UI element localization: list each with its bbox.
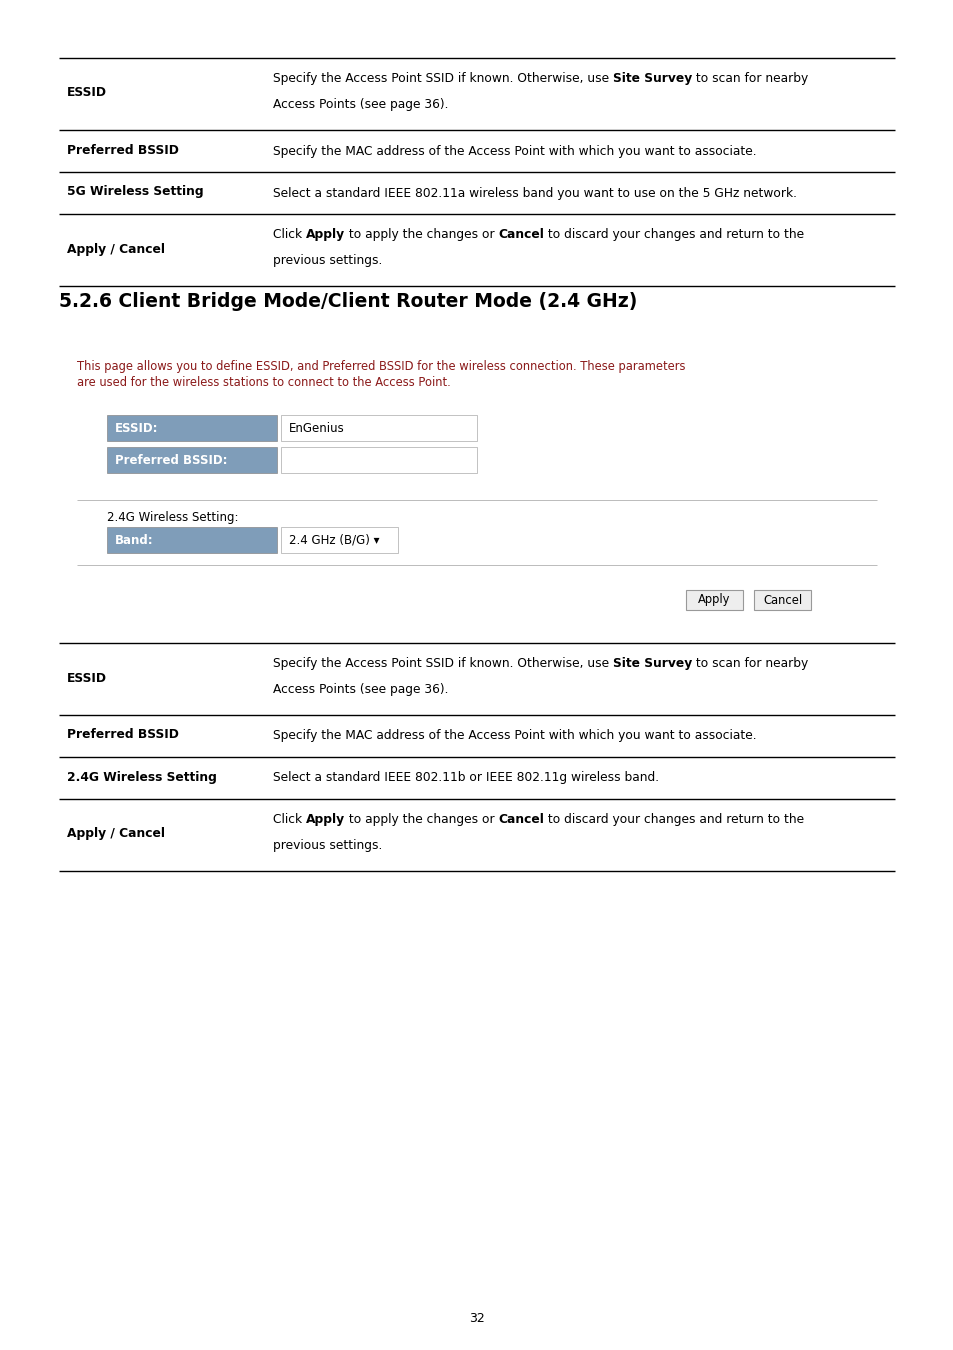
Bar bbox=[107, 447, 276, 472]
Text: Apply: Apply bbox=[306, 228, 345, 240]
Text: to apply the changes or: to apply the changes or bbox=[345, 813, 498, 826]
Text: previous settings.: previous settings. bbox=[273, 840, 382, 852]
Text: Cancel: Cancel bbox=[762, 594, 801, 606]
Text: This page allows you to define ESSID, and Preferred BSSID for the wireless conne: This page allows you to define ESSID, an… bbox=[77, 360, 685, 373]
Text: Specify the Access Point SSID if known. Otherwise, use: Specify the Access Point SSID if known. … bbox=[273, 656, 613, 670]
Text: ESSID: ESSID bbox=[67, 86, 107, 100]
Text: to scan for nearby: to scan for nearby bbox=[692, 656, 807, 670]
Text: Specify the MAC address of the Access Point with which you want to associate.: Specify the MAC address of the Access Po… bbox=[273, 144, 756, 158]
Text: Access Points (see page 36).: Access Points (see page 36). bbox=[273, 99, 448, 111]
Text: EnGenius: EnGenius bbox=[289, 421, 344, 435]
Text: Access Points (see page 36).: Access Points (see page 36). bbox=[273, 683, 448, 697]
Bar bbox=[281, 526, 397, 554]
Text: Apply: Apply bbox=[698, 594, 730, 606]
Text: to discard your changes and return to the: to discard your changes and return to th… bbox=[544, 228, 803, 240]
Text: Click: Click bbox=[273, 228, 306, 240]
Bar bbox=[753, 590, 810, 610]
Bar bbox=[281, 414, 476, 441]
Text: Site Survey: Site Survey bbox=[613, 656, 692, 670]
Text: 5G Wireless Setting: 5G Wireless Setting bbox=[67, 185, 203, 198]
Text: Preferred BSSID: Preferred BSSID bbox=[67, 729, 179, 741]
Text: Apply: Apply bbox=[306, 813, 345, 826]
Text: 2.4G Wireless Setting:: 2.4G Wireless Setting: bbox=[107, 510, 238, 524]
Bar bbox=[107, 414, 276, 441]
Text: to scan for nearby: to scan for nearby bbox=[692, 72, 807, 85]
Text: 2.4 GHz (B/G) ▾: 2.4 GHz (B/G) ▾ bbox=[289, 533, 379, 547]
Text: previous settings.: previous settings. bbox=[273, 254, 382, 267]
Text: 2.4G Wireless Setting: 2.4G Wireless Setting bbox=[67, 771, 216, 783]
Text: to discard your changes and return to the: to discard your changes and return to th… bbox=[544, 813, 803, 826]
Text: Band:: Band: bbox=[115, 533, 153, 547]
Text: to apply the changes or: to apply the changes or bbox=[345, 228, 498, 240]
Text: Specify the MAC address of the Access Point with which you want to associate.: Specify the MAC address of the Access Po… bbox=[273, 729, 756, 742]
Text: Site Survey: Site Survey bbox=[613, 72, 692, 85]
Text: ESSID:: ESSID: bbox=[115, 421, 158, 435]
Text: Apply / Cancel: Apply / Cancel bbox=[67, 828, 165, 841]
Text: ESSID: ESSID bbox=[67, 671, 107, 684]
Text: Preferred BSSID: Preferred BSSID bbox=[67, 143, 179, 157]
Text: Cancel: Cancel bbox=[498, 228, 544, 240]
Text: Select a standard IEEE 802.11b or IEEE 802.11g wireless band.: Select a standard IEEE 802.11b or IEEE 8… bbox=[273, 771, 659, 784]
Text: are used for the wireless stations to connect to the Access Point.: are used for the wireless stations to co… bbox=[77, 377, 450, 389]
Text: 32: 32 bbox=[469, 1311, 484, 1324]
Bar bbox=[107, 526, 276, 554]
Text: Specify the Access Point SSID if known. Otherwise, use: Specify the Access Point SSID if known. … bbox=[273, 72, 613, 85]
Text: Select a standard IEEE 802.11a wireless band you want to use on the 5 GHz networ: Select a standard IEEE 802.11a wireless … bbox=[273, 186, 796, 200]
Text: Click: Click bbox=[273, 813, 306, 826]
Text: Cancel: Cancel bbox=[498, 813, 544, 826]
Text: Apply / Cancel: Apply / Cancel bbox=[67, 243, 165, 255]
Bar bbox=[685, 590, 742, 610]
Bar bbox=[281, 447, 476, 472]
Text: Preferred BSSID:: Preferred BSSID: bbox=[115, 454, 227, 467]
Text: 5.2.6 Client Bridge Mode/Client Router Mode (2.4 GHz): 5.2.6 Client Bridge Mode/Client Router M… bbox=[59, 292, 637, 311]
